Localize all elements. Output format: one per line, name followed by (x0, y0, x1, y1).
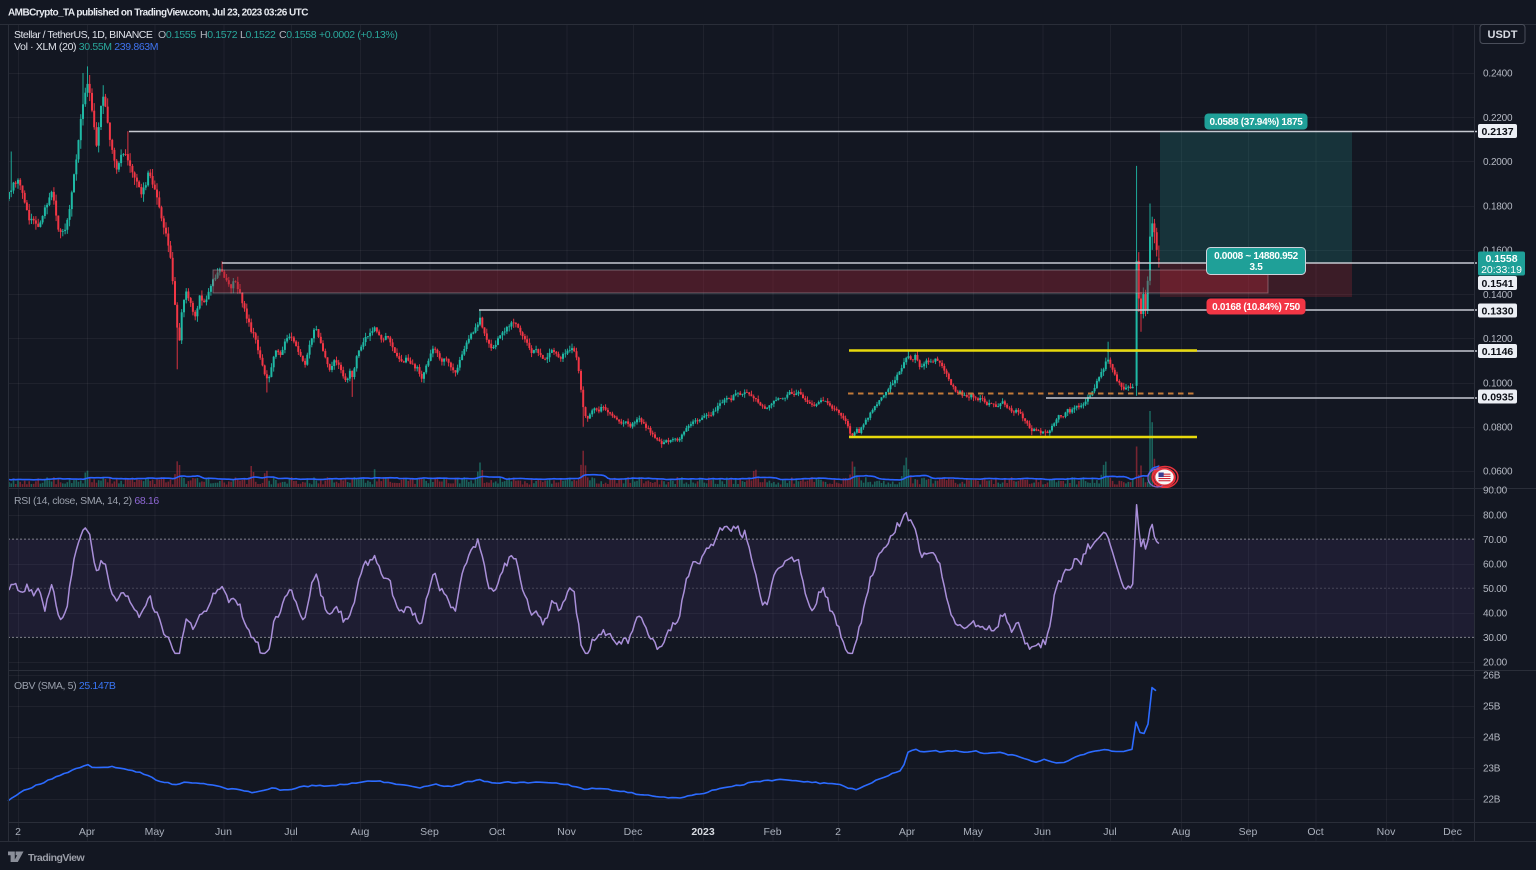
svg-text:AMBCrypto_TA published on Trad: AMBCrypto_TA published on TradingView.co… (8, 8, 308, 19)
svg-text:Sep: Sep (420, 826, 439, 838)
svg-text:+0.0002 (+0.13%): +0.0002 (+0.13%) (319, 29, 397, 41)
svg-text:20:33:19: 20:33:19 (1481, 264, 1522, 276)
svg-text:Apr: Apr (79, 826, 96, 838)
svg-text:24B: 24B (1483, 733, 1501, 744)
svg-text:0.1146: 0.1146 (1482, 346, 1514, 358)
svg-text:Oct: Oct (489, 826, 505, 838)
svg-text:70.00: 70.00 (1483, 535, 1508, 546)
svg-text:Dec: Dec (624, 826, 643, 838)
svg-text:0.1330: 0.1330 (1481, 305, 1513, 317)
svg-text:2: 2 (15, 826, 21, 838)
svg-text:22B: 22B (1483, 795, 1501, 806)
svg-text:May: May (963, 826, 984, 838)
svg-text:Sep: Sep (1239, 826, 1258, 838)
svg-text:3.5: 3.5 (1249, 262, 1263, 273)
svg-text:0.0168 (10.84%) 750: 0.0168 (10.84%) 750 (1212, 302, 1300, 313)
svg-text:0.2000: 0.2000 (1483, 157, 1513, 168)
svg-text:0.1800: 0.1800 (1483, 201, 1513, 212)
svg-text:O0.1555: O0.1555 (158, 29, 196, 41)
svg-text:20.00: 20.00 (1483, 658, 1508, 669)
svg-text:Nov: Nov (557, 826, 576, 838)
svg-text:50.00: 50.00 (1483, 584, 1508, 595)
svg-text:OBV (SMA, 5) 25.147B: OBV (SMA, 5) 25.147B (14, 680, 116, 692)
svg-text:0.1600: 0.1600 (1483, 246, 1513, 257)
svg-text:0.2200: 0.2200 (1483, 113, 1513, 124)
svg-text:2023: 2023 (691, 826, 715, 838)
svg-text:60.00: 60.00 (1483, 559, 1508, 570)
svg-text:0.0935: 0.0935 (1481, 391, 1513, 403)
svg-text:Aug: Aug (351, 826, 370, 838)
svg-text:0.0600: 0.0600 (1483, 467, 1513, 478)
svg-text:40.00: 40.00 (1483, 609, 1508, 620)
svg-text:0.1400: 0.1400 (1483, 290, 1513, 301)
svg-text:30.00: 30.00 (1483, 633, 1508, 644)
svg-text:0.1000: 0.1000 (1483, 378, 1513, 389)
svg-text:Jun: Jun (1034, 826, 1051, 838)
svg-text:80.00: 80.00 (1483, 510, 1508, 521)
svg-text:Feb: Feb (763, 826, 781, 838)
svg-text:Oct: Oct (1307, 826, 1323, 838)
svg-text:0.0588 (37.94%) 1875: 0.0588 (37.94%) 1875 (1210, 117, 1304, 128)
svg-text:0.2137: 0.2137 (1481, 126, 1513, 138)
svg-text:0.0800: 0.0800 (1483, 423, 1513, 434)
svg-text:0.1558: 0.1558 (1485, 253, 1517, 265)
svg-text:25B: 25B (1483, 702, 1501, 713)
svg-text:Jun: Jun (215, 826, 232, 838)
svg-text:26B: 26B (1483, 671, 1501, 682)
svg-text:0.1200: 0.1200 (1483, 334, 1513, 345)
svg-text:0.2400: 0.2400 (1483, 69, 1513, 80)
svg-text:Aug: Aug (1172, 826, 1191, 838)
svg-text:TradingView: TradingView (28, 852, 85, 864)
svg-text:L0.1522: L0.1522 (240, 29, 276, 41)
svg-text:Vol · XLM (20) 30.55M 239.863M: Vol · XLM (20) 30.55M 239.863M (14, 41, 158, 53)
svg-text:23B: 23B (1483, 764, 1501, 775)
svg-text:Jul: Jul (284, 826, 297, 838)
svg-text:Dec: Dec (1443, 826, 1462, 838)
svg-text:May: May (145, 826, 166, 838)
svg-text:RSI (14, close, SMA, 14, 2) 6: RSI (14, close, SMA, 14, 2) 68.16 (14, 495, 159, 507)
svg-text:Jul: Jul (1103, 826, 1116, 838)
svg-text:0.1541: 0.1541 (1481, 278, 1513, 290)
svg-text:USDT: USDT (1488, 29, 1518, 41)
svg-text:C0.1558: C0.1558 (279, 29, 317, 41)
svg-text:Stellar / TetherUS, 1D, BINANC: Stellar / TetherUS, 1D, BINANCE (14, 29, 153, 41)
svg-text:90.00: 90.00 (1483, 486, 1508, 497)
svg-text:2: 2 (835, 826, 841, 838)
svg-text:Nov: Nov (1377, 826, 1396, 838)
svg-text:0.0008 ~ 14880.952: 0.0008 ~ 14880.952 (1214, 251, 1299, 262)
svg-text:Apr: Apr (899, 826, 916, 838)
svg-text:H0.1572: H0.1572 (200, 29, 238, 41)
